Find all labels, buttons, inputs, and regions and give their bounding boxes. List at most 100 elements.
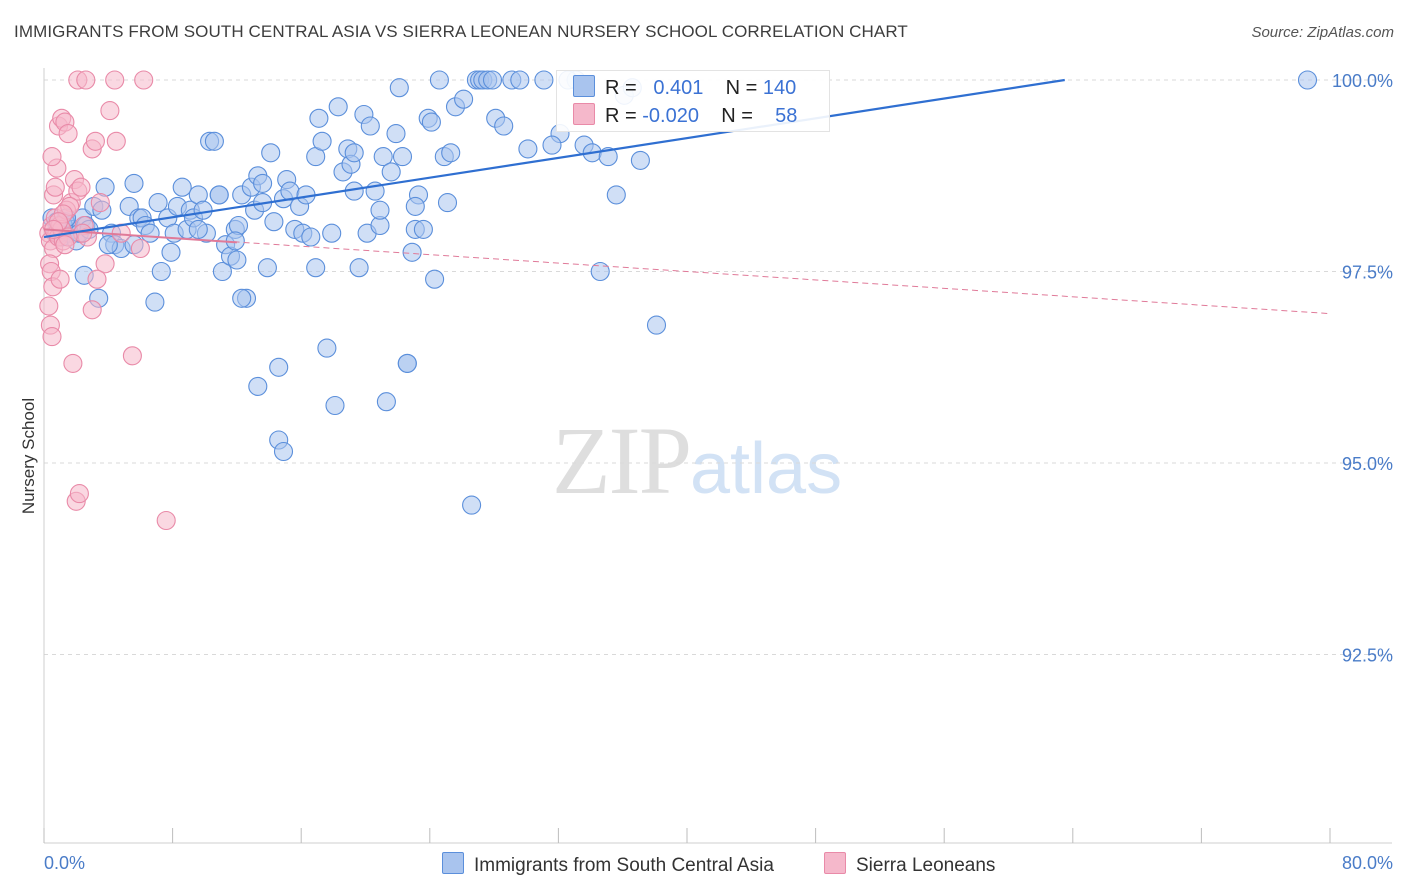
data-point-immigrants	[188, 219, 208, 239]
data-point-immigrants	[312, 131, 332, 151]
x-tick-label: 0.0%	[44, 853, 85, 873]
data-point-sierra-leoneans	[105, 70, 125, 90]
data-point-sierra-leoneans	[71, 177, 91, 197]
legend-r-value: -0.020	[642, 105, 699, 127]
data-point-immigrants	[148, 193, 168, 213]
data-point-immigrants	[261, 143, 281, 163]
data-point-immigrants	[441, 143, 461, 163]
bottom-legend-label: Immigrants from South Central Asia	[474, 855, 774, 876]
legend-n-value: 140	[762, 77, 797, 99]
data-point-sierra-leoneans	[95, 254, 115, 274]
data-point-immigrants	[518, 139, 538, 159]
data-point-immigrants	[248, 376, 268, 396]
data-point-sierra-leoneans	[85, 131, 105, 151]
data-point-sierra-leoneans	[58, 124, 78, 144]
data-point-sierra-leoneans	[156, 510, 176, 531]
watermark-atlas: atlas	[690, 429, 843, 509]
legend-r-value: 0.401	[653, 77, 704, 99]
data-point-immigrants	[140, 223, 160, 243]
legend-swatch-blue	[573, 75, 595, 97]
bottom-legend-label: Sierra Leoneans	[856, 855, 996, 876]
data-point-immigrants	[253, 173, 273, 193]
data-point-sierra-leoneans	[130, 238, 150, 259]
data-point-sierra-leoneans	[42, 147, 62, 167]
data-point-immigrants	[124, 173, 144, 193]
data-point-sierra-leoneans	[45, 177, 65, 197]
data-point-immigrants	[482, 70, 503, 90]
data-point-immigrants	[598, 147, 618, 167]
data-point-immigrants	[510, 70, 530, 90]
data-point-immigrants	[1297, 70, 1318, 90]
data-point-immigrants	[309, 108, 329, 128]
axis-labels: 92.5% 95.0% 97.5% 100.0% 0.0% 80.0% Nursery Sc…	[19, 71, 1393, 873]
legend-row-immigrants: R = 0.401 N = 140	[573, 75, 796, 101]
data-point-immigrants	[227, 250, 247, 270]
y-tick-label: 97.5%	[1342, 263, 1393, 283]
data-point-immigrants	[630, 150, 650, 170]
chart-title: IMMIGRANTS FROM SOUTH CENTRAL ASIA VS SI…	[14, 22, 908, 41]
data-point-immigrants	[402, 242, 422, 262]
data-point-immigrants	[392, 147, 413, 167]
stats-legend: R = 0.401 N = 140 R = -0.020 N = 58	[556, 70, 830, 132]
data-point-sierra-leoneans	[55, 235, 75, 255]
data-point-immigrants	[454, 89, 474, 109]
trend-line-immigrants	[43, 78, 1065, 239]
data-point-immigrants	[413, 219, 433, 239]
bottom-legend-swatch-blue	[442, 852, 464, 874]
data-point-immigrants	[306, 258, 326, 278]
data-point-immigrants	[161, 242, 181, 262]
data-point-immigrants	[264, 212, 284, 232]
data-point-immigrants	[386, 124, 406, 144]
data-point-immigrants	[204, 131, 224, 151]
data-point-immigrants	[437, 193, 458, 213]
data-point-sierra-leoneans	[50, 269, 70, 289]
data-point-sierra-leoneans	[122, 346, 142, 366]
data-point-immigrants	[273, 441, 294, 462]
trend-line-sierra-leoneans	[43, 228, 1331, 315]
x-tick-label: 80.0%	[1342, 853, 1393, 873]
bottom-legend-immigrants: Immigrants from South Central Asia	[442, 852, 774, 877]
data-point-immigrants	[590, 261, 610, 282]
legend-n-value: 58	[775, 105, 798, 127]
data-point-immigrants	[257, 258, 277, 278]
data-point-immigrants	[425, 269, 445, 289]
y-tick-label: 92.5%	[1342, 646, 1393, 666]
data-point-immigrants	[328, 97, 348, 117]
legend-r-label: R =	[605, 105, 637, 127]
data-point-immigrants	[494, 116, 514, 136]
data-point-sierra-leoneans	[90, 193, 110, 213]
data-point-immigrants	[317, 338, 337, 358]
data-point-immigrants	[269, 357, 289, 377]
data-point-immigrants	[98, 235, 118, 255]
data-point-immigrants	[349, 258, 369, 278]
chart-source: Source: ZipAtlas.com	[1251, 24, 1394, 41]
data-point-immigrants	[209, 185, 229, 205]
data-point-sierra-leoneans	[106, 131, 126, 151]
data-point-immigrants	[405, 196, 425, 216]
data-point-immigrants	[193, 200, 213, 220]
watermark-zip: ZIP	[552, 407, 692, 514]
data-point-sierra-leoneans	[100, 101, 120, 121]
y-tick-label: 95.0%	[1342, 454, 1393, 474]
gridlines	[44, 79, 1392, 655]
y-tick-label: 100.0%	[1332, 71, 1393, 91]
data-point-sierra-leoneans	[69, 484, 89, 504]
axes	[43, 68, 1392, 844]
data-point-immigrants	[462, 495, 482, 515]
data-point-immigrants	[389, 78, 409, 98]
legend-r-label: R =	[605, 77, 637, 99]
data-point-immigrants	[145, 292, 165, 312]
data-point-immigrants	[429, 70, 449, 90]
legend-n-label: N =	[725, 77, 758, 99]
data-point-immigrants	[228, 215, 249, 236]
data-point-sierra-leoneans	[76, 70, 96, 90]
data-point-sierra-leoneans	[87, 269, 107, 289]
data-point-immigrants	[172, 177, 192, 197]
data-point-immigrants	[212, 261, 232, 282]
data-point-sierra-leoneans	[82, 300, 102, 320]
series-sierra-leoneans-points	[39, 70, 176, 531]
data-point-immigrants	[381, 162, 401, 182]
legend-n-label: N =	[721, 105, 753, 127]
data-point-immigrants	[542, 135, 562, 155]
